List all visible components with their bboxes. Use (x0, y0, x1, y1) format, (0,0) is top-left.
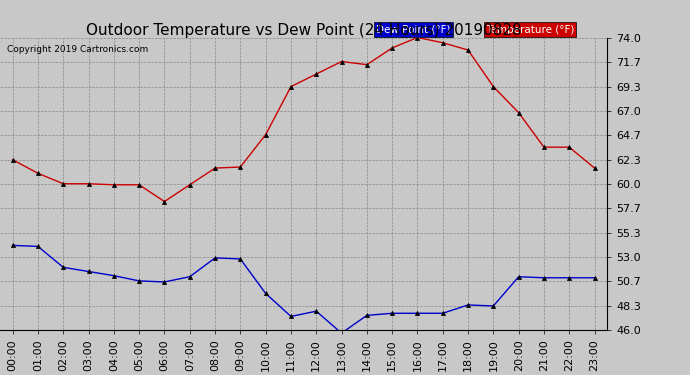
Text: Temperature (°F): Temperature (°F) (486, 25, 574, 34)
Text: Outdoor Temperature vs Dew Point (24 Hours) 20190828: Outdoor Temperature vs Dew Point (24 Hou… (86, 22, 522, 38)
Text: Dew Point (°F): Dew Point (°F) (377, 25, 451, 34)
Text: Copyright 2019 Cartronics.com: Copyright 2019 Cartronics.com (7, 45, 148, 54)
